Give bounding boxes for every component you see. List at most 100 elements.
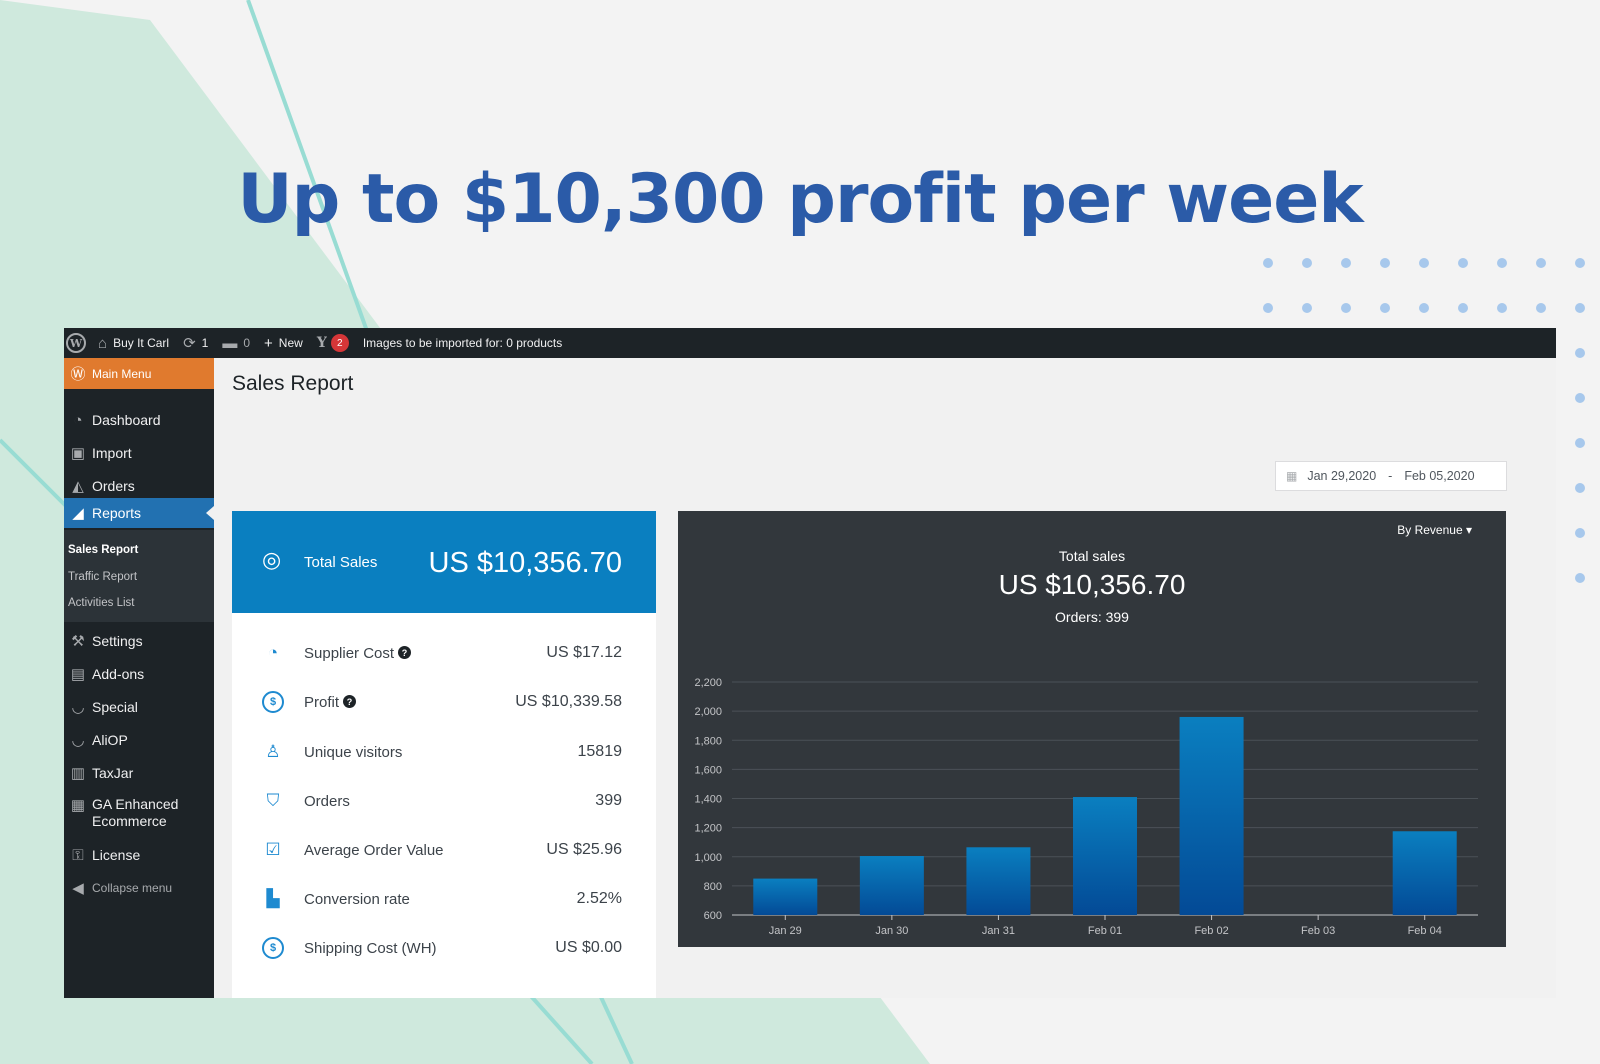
key-icon: ⚿: [72, 846, 84, 864]
sidebar-item-import[interactable]: ▣ Import: [64, 438, 214, 468]
sidebar-item-taxjar[interactable]: ▥ TaxJar: [64, 758, 214, 788]
dollar-circle-icon: $: [262, 691, 284, 713]
x-tick-label: Jan 31: [982, 925, 1015, 937]
yoast-link[interactable]: Y 2: [317, 334, 349, 352]
caret-down-icon: ▾: [1465, 523, 1472, 537]
sidebar-item-aliop[interactable]: ◡ AliOP: [64, 725, 214, 755]
sort-by-dropdown[interactable]: By Revenue ▾: [1397, 523, 1472, 537]
y-tick-label: 600: [704, 910, 722, 922]
sidebar-item-orders[interactable]: ◭ Orders: [64, 471, 214, 501]
yoast-badge: 2: [330, 334, 349, 352]
stat-row-average-order-value: ☑ Average Order Value US $25.96: [232, 835, 656, 865]
user-icon: ♙: [265, 742, 281, 761]
shopping-bag-icon: ▣: [70, 445, 86, 462]
y-tick-label: 1,200: [694, 823, 722, 835]
stat-row-profit: $ Profit? US $10,339.58: [232, 687, 656, 717]
bar-chart-icon: ▙: [266, 889, 280, 908]
sidebar-item-dashboard[interactable]: ◔ Dashboard: [64, 405, 214, 435]
addons-icon: ▤: [70, 666, 86, 683]
y-tick-label: 1,400: [694, 794, 722, 806]
collapse-icon: ◀: [72, 880, 84, 897]
sidebar-item-addons[interactable]: ▤ Add-ons: [64, 659, 214, 689]
y-tick-label: 2,200: [694, 677, 722, 689]
headline: Up to $10,300 profit per week: [237, 160, 1363, 239]
bar: [859, 856, 924, 915]
bar: [1392, 831, 1457, 915]
page-title: Sales Report: [232, 372, 354, 395]
y-tick-label: 1,600: [694, 764, 722, 776]
stat-row-shipping-cost: $ Shipping Cost (WH) US $0.00: [232, 933, 656, 963]
bar: [753, 878, 818, 915]
submenu-traffic-report[interactable]: Traffic Report: [68, 571, 138, 583]
sales-stats-card: ◎ Total Sales US $10,356.70 ◔ Supplier C…: [232, 511, 656, 998]
x-tick-label: Jan 29: [769, 925, 802, 937]
pie-chart-icon: ◔: [267, 643, 279, 662]
reports-submenu: Sales Report Traffic Report Activities L…: [64, 530, 214, 622]
x-tick-label: Feb 04: [1408, 925, 1442, 937]
sales-chart-panel: 600 800 1,000 1,200 1,400 1,600 1,800 2,000 2,20…: [678, 511, 1506, 947]
stat-row-supplier-cost: ◔ Supplier Cost? US $17.12: [232, 638, 656, 668]
refresh-icon: ⟳: [183, 334, 196, 352]
sidebar-item-settings[interactable]: ⚒ Settings: [64, 626, 214, 656]
sidebar-item-special[interactable]: ◡ Special: [64, 692, 214, 722]
date-separator: -: [1388, 469, 1393, 483]
target-icon: ◎: [262, 547, 282, 572]
stat-row-orders: ⛉ Orders 399: [232, 786, 656, 816]
submenu-activities-list[interactable]: Activities List: [68, 597, 135, 609]
dollar-circle-icon: $: [262, 937, 284, 959]
submenu-sales-report[interactable]: Sales Report: [68, 544, 139, 556]
calendar-icon: ▦: [1286, 469, 1298, 483]
x-tick-label: Feb 02: [1194, 925, 1228, 937]
total-sales-value: US $10,356.70: [428, 547, 622, 579]
plus-icon: +: [264, 334, 273, 352]
collapse-menu-button[interactable]: ◀ Collapse menu: [64, 873, 214, 903]
stat-row-conversion-rate: ▙ Conversion rate 2.52%: [232, 884, 656, 914]
updates-link[interactable]: ⟳ 1: [183, 334, 209, 352]
wordpress-icon: Ⓦ: [70, 366, 86, 383]
reports-icon: ◢: [72, 505, 84, 522]
site-name-link[interactable]: ⌂ Buy It Carl: [98, 334, 170, 352]
stat-row-unique-visitors: ♙ Unique visitors 15819: [232, 737, 656, 767]
help-icon[interactable]: ?: [398, 646, 412, 659]
smile-icon: ◡: [71, 699, 85, 716]
admin-sidebar: Ⓦ Main Menu ◔ Dashboard ▣ Import ◭ Order…: [64, 358, 214, 998]
wrench-icon: ⚒: [71, 633, 85, 650]
wp-admin-frame: W ⌂ Buy It Carl ⟳ 1 ▬ 0 + New Y 2 Images…: [64, 328, 1556, 998]
new-content-link[interactable]: + New: [264, 334, 303, 352]
y-tick-label: 2,000: [694, 706, 722, 718]
import-notice[interactable]: Images to be imported for: 0 products: [362, 336, 563, 350]
x-tick-label: Feb 01: [1088, 925, 1122, 937]
chart-total: US $10,356.70: [998, 569, 1186, 600]
sales-bar-chart: 600 800 1,000 1,200 1,400 1,600 1,800 2,000 2,20…: [694, 677, 1478, 937]
ga-icon: ▦: [70, 797, 86, 814]
dashboard-icon: ◔: [73, 411, 83, 429]
help-icon[interactable]: ?: [343, 695, 357, 708]
bar: [1073, 797, 1137, 915]
wordpress-logo-icon[interactable]: W: [66, 333, 86, 353]
home-icon: ⌂: [98, 334, 108, 352]
sidebar-item-license[interactable]: ⚿ License: [64, 840, 214, 870]
taxjar-icon: ▥: [70, 765, 86, 782]
date-to: Feb 05,2020: [1404, 469, 1475, 483]
main-menu-item[interactable]: Ⓦ Main Menu: [64, 358, 214, 389]
y-tick-label: 1,800: [694, 735, 722, 747]
comments-link[interactable]: ▬ 0: [222, 334, 251, 352]
sidebar-item-reports[interactable]: ◢ Reports: [64, 498, 214, 528]
y-tick-label: 800: [704, 881, 722, 893]
chart-orders: Orders: 399: [1055, 609, 1129, 625]
bar: [1179, 716, 1244, 915]
chart-title: Total sales: [1058, 548, 1126, 564]
cart-icon: ⛉: [266, 791, 280, 810]
smile-icon: ◡: [71, 732, 85, 749]
area-chart-icon: ◭: [72, 478, 84, 495]
y-tick-label: 1,000: [694, 852, 722, 864]
x-tick-label: Feb 03: [1301, 925, 1335, 937]
calendar-check-icon: ☑: [265, 840, 281, 859]
sidebar-item-ga-enhanced[interactable]: ▦ GA Enhanced Ecommerce: [64, 795, 214, 831]
comment-icon: ▬: [222, 334, 238, 352]
date-range-picker[interactable]: ▦ Jan 29,2020 - Feb 05,2020: [1275, 461, 1507, 491]
yoast-icon: Y: [316, 335, 327, 351]
bar: [966, 847, 1031, 915]
admin-bar: W ⌂ Buy It Carl ⟳ 1 ▬ 0 + New Y 2 Images…: [64, 328, 1556, 358]
x-tick-label: Jan 30: [875, 925, 908, 937]
